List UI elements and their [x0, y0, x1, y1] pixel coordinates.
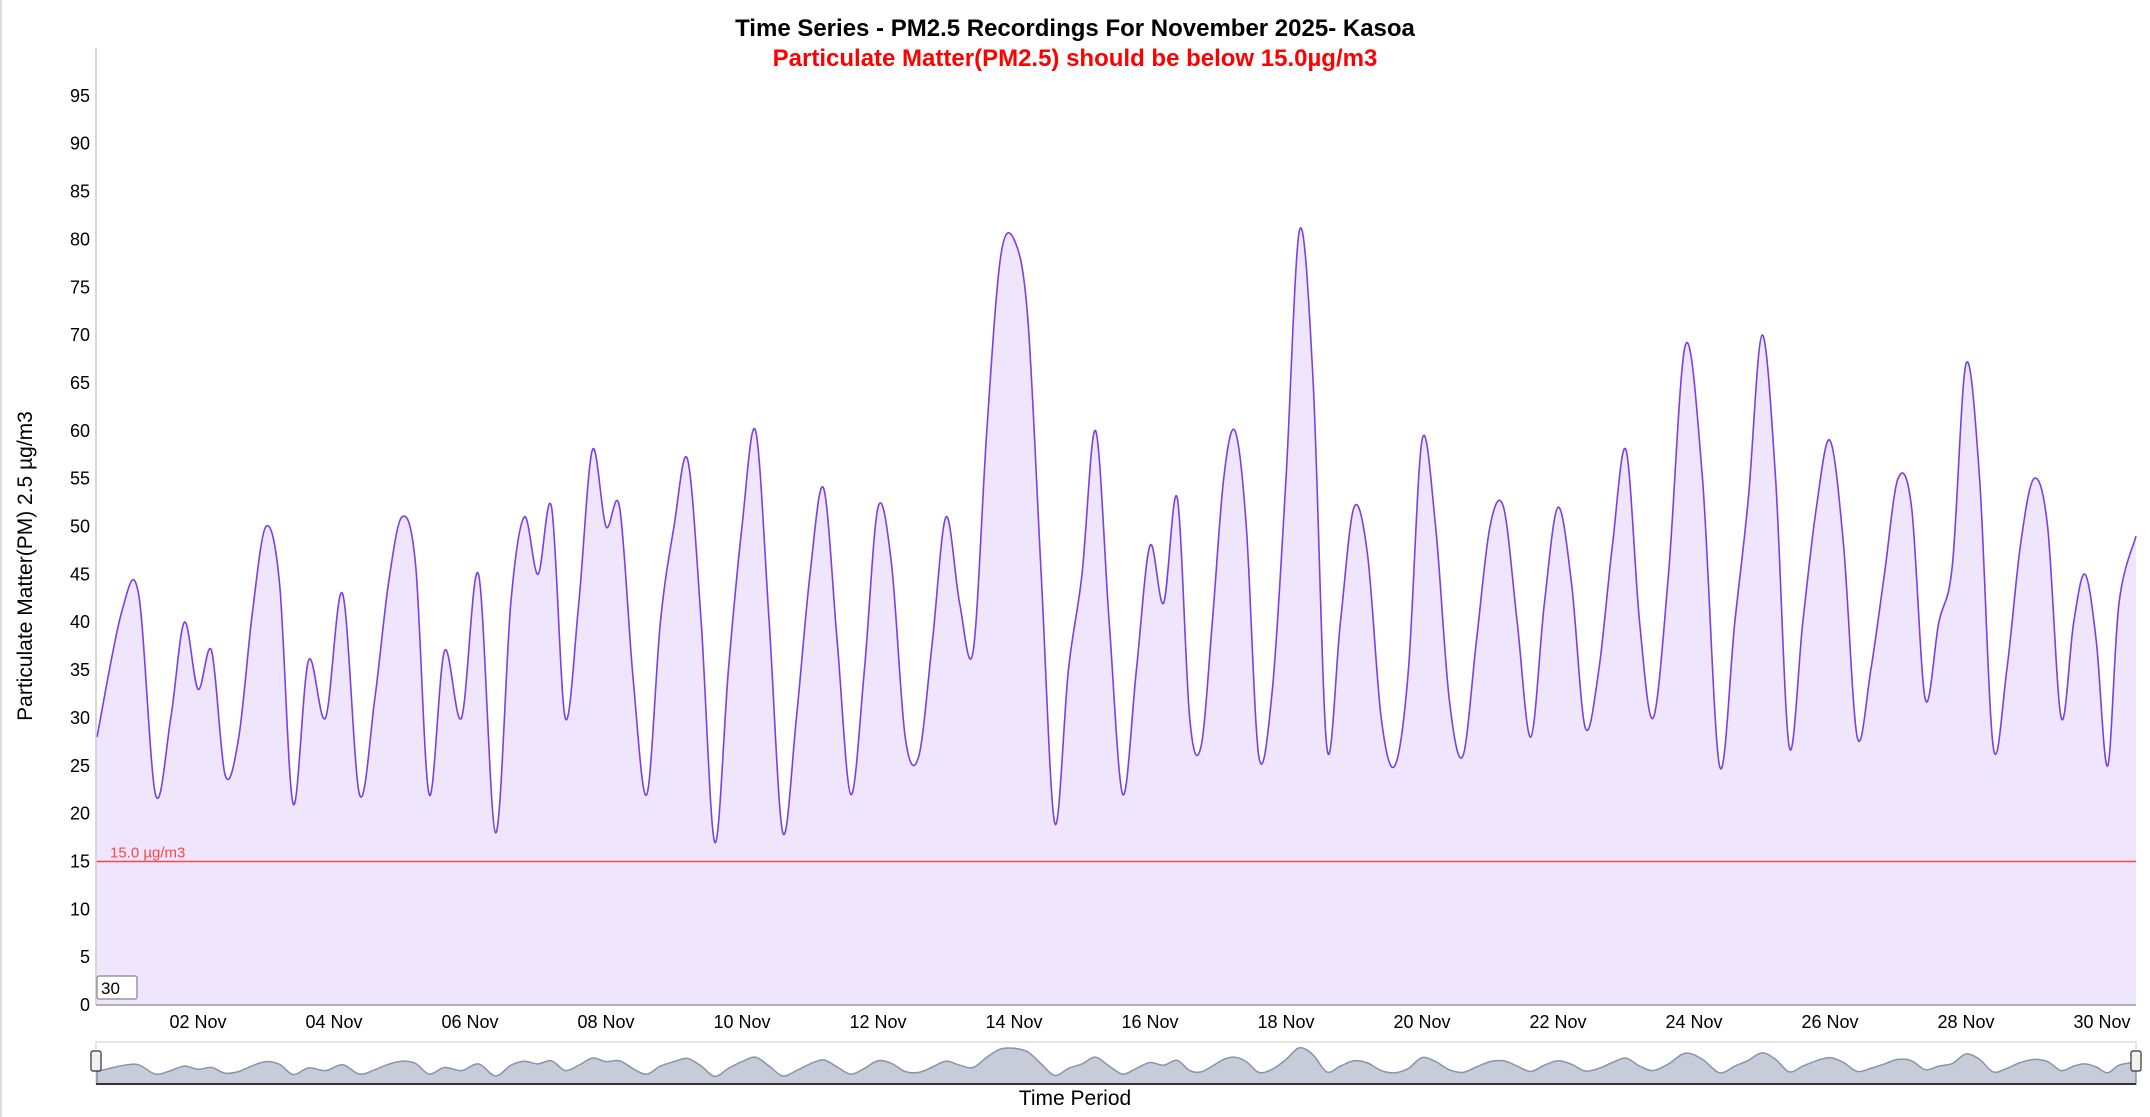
range-input-box[interactable]: [96, 975, 138, 1000]
y-tick-label: 90: [70, 134, 90, 154]
x-tick-label: 24 Nov: [1665, 1012, 1722, 1032]
navigator-right-handle[interactable]: [2130, 1050, 2142, 1072]
page-left-border: [0, 0, 2, 1117]
threshold-label: 15.0 µg/m3: [110, 844, 185, 861]
x-tick-label: 18 Nov: [1257, 1012, 1314, 1032]
y-tick-label: 80: [70, 229, 90, 249]
y-tick-label: 60: [70, 421, 90, 441]
y-tick-label: 85: [70, 182, 90, 202]
y-tick-label: 55: [70, 469, 90, 489]
navigator-left-handle[interactable]: [90, 1050, 102, 1072]
x-tick-label: 08 Nov: [577, 1012, 634, 1032]
y-tick-label: 65: [70, 373, 90, 393]
x-tick-label: 20 Nov: [1393, 1012, 1450, 1032]
y-tick-label: 15: [70, 851, 90, 871]
x-axis: 02 Nov 04 Nov 06 Nov 08 Nov 10 Nov 12 Nov 14 N…: [169, 1012, 2130, 1032]
x-tick-label: 04 Nov: [305, 1012, 362, 1032]
y-tick-label: 75: [70, 277, 90, 297]
x-axis-label: Time Period: [1019, 1087, 1131, 1110]
y-tick-label: 95: [70, 86, 90, 106]
chart-subtitle: Particulate Matter(PM2.5) should be belo…: [773, 45, 1378, 72]
y-tick-label: 20: [70, 804, 90, 824]
navigator[interactable]: [90, 1041, 2142, 1085]
x-tick-label: 16 Nov: [1121, 1012, 1178, 1032]
y-tick-label: 70: [70, 325, 90, 345]
y-tick-label: 50: [70, 517, 90, 537]
x-tick-label: 12 Nov: [849, 1012, 906, 1032]
series-line: [96, 227, 2137, 844]
y-tick-label: 40: [70, 612, 90, 632]
navigator-series: [96, 1046, 2137, 1085]
y-tick-label: 0: [80, 995, 90, 1015]
y-tick-label: 25: [70, 756, 90, 776]
x-tick-label: 28 Nov: [1937, 1012, 1994, 1032]
y-tick-label: 10: [70, 899, 90, 919]
chart-title: Time Series - PM2.5 Recordings For Novem…: [735, 15, 1415, 42]
x-tick-label: 22 Nov: [1529, 1012, 1586, 1032]
y-axis: 0 5 10 15 20 25 30 35 40 45 50 55 60 65 70 75 80 85 90 95: [70, 86, 90, 1015]
x-tick-label: 10 Nov: [713, 1012, 770, 1032]
y-axis-label: Particulate Matter(PM) 2.5 µg/m3: [14, 411, 37, 721]
x-tick-label: 06 Nov: [441, 1012, 498, 1032]
y-tick-label: 5: [80, 947, 90, 967]
x-tick-label: 26 Nov: [1801, 1012, 1858, 1032]
series-area-fill: [97, 227, 2136, 1005]
x-tick-label: 02 Nov: [169, 1012, 226, 1032]
y-tick-label: 45: [70, 564, 90, 584]
range-input-value: 30: [101, 979, 120, 998]
x-tick-label: 30 Nov: [2073, 1012, 2130, 1032]
y-tick-label: 35: [70, 660, 90, 680]
y-tick-label: 30: [70, 708, 90, 728]
x-tick-label: 14 Nov: [985, 1012, 1042, 1032]
